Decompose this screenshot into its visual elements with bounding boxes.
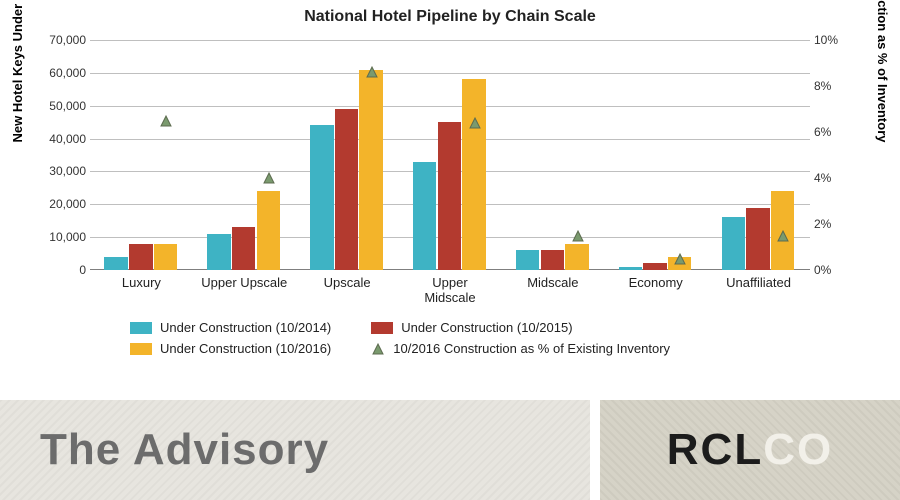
- gridline: [90, 106, 810, 107]
- legend-item-2016: Under Construction (10/2016): [130, 341, 331, 356]
- y-right-tick: 2%: [814, 217, 894, 231]
- x-category-label: Luxury: [90, 276, 192, 291]
- pct-marker-icon: [674, 253, 686, 265]
- legend-item-pct: 10/2016 Construction as % of Existing In…: [371, 341, 670, 356]
- legend-swatch-2014: [130, 322, 152, 334]
- bar: [335, 109, 358, 270]
- y-left-tick: 50,000: [6, 99, 86, 113]
- legend-item-2014: Under Construction (10/2014): [130, 320, 331, 335]
- footer-title: The Advisory: [40, 425, 329, 475]
- legend-swatch-2015: [371, 322, 393, 334]
- x-category-label: Unaffiliated: [708, 276, 810, 291]
- bar: [154, 244, 177, 270]
- gridline: [90, 73, 810, 74]
- plot-region: [90, 40, 810, 270]
- footer-right-panel: RCLCO: [600, 400, 900, 500]
- legend: Under Construction (10/2014) Under Const…: [130, 320, 830, 362]
- bar: [207, 234, 230, 270]
- y-right-tick: 4%: [814, 171, 894, 185]
- bar: [104, 257, 127, 270]
- bar: [619, 267, 642, 270]
- x-category-label: Midscale: [502, 276, 604, 291]
- legend-label-2016: Under Construction (10/2016): [160, 341, 331, 356]
- y-left-tick: 20,000: [6, 197, 86, 211]
- pct-marker-icon: [777, 230, 789, 242]
- y-right-axis-label: Construction as % of Inventory: [875, 0, 890, 143]
- bar: [438, 122, 461, 270]
- pct-marker-icon: [263, 172, 275, 184]
- rclco-logo: RCLCO: [667, 425, 833, 475]
- footer-left-panel: The Advisory: [0, 400, 590, 500]
- figure-root: National Hotel Pipeline by Chain Scale N…: [0, 0, 900, 500]
- bar: [643, 263, 666, 270]
- y-right-tick: 8%: [814, 79, 894, 93]
- x-category-label: Upper Upscale: [193, 276, 295, 291]
- y-left-tick: 70,000: [6, 33, 86, 47]
- x-category-label: Economy: [605, 276, 707, 291]
- bar: [257, 191, 280, 270]
- legend-item-2015: Under Construction (10/2015): [371, 320, 572, 335]
- pct-marker-icon: [160, 115, 172, 127]
- legend-triangle-icon: [371, 343, 385, 355]
- y-right-tick: 10%: [814, 33, 894, 47]
- y-left-tick: 30,000: [6, 164, 86, 178]
- chart-area: National Hotel Pipeline by Chain Scale N…: [0, 0, 900, 400]
- y-right-tick: 0%: [814, 263, 894, 277]
- gridline: [90, 40, 810, 41]
- y-left-tick: 0: [6, 263, 86, 277]
- chart-title: National Hotel Pipeline by Chain Scale: [0, 8, 900, 26]
- logo-light-part: CO: [763, 425, 833, 474]
- bar: [722, 217, 745, 270]
- bar: [541, 250, 564, 270]
- logo-dark-part: RCL: [667, 425, 763, 474]
- bar: [359, 70, 382, 270]
- bar: [413, 162, 436, 270]
- x-category-label: Upscale: [296, 276, 398, 291]
- y-left-tick: 40,000: [6, 132, 86, 146]
- footer-gap: [590, 400, 600, 500]
- bar: [746, 208, 769, 270]
- bar: [462, 79, 485, 270]
- x-category-label: UpperMidscale: [399, 276, 501, 306]
- footer-banner: The Advisory RCLCO: [0, 400, 900, 500]
- legend-swatch-2016: [130, 343, 152, 355]
- bar: [310, 125, 333, 270]
- pct-marker-icon: [572, 230, 584, 242]
- bar: [516, 250, 539, 270]
- bar: [129, 244, 152, 270]
- legend-label-2014: Under Construction (10/2014): [160, 320, 331, 335]
- pct-marker-icon: [469, 117, 481, 129]
- y-right-tick: 6%: [814, 125, 894, 139]
- legend-label-pct: 10/2016 Construction as % of Existing In…: [393, 341, 670, 356]
- pct-marker-icon: [366, 66, 378, 78]
- y-left-tick: 10,000: [6, 230, 86, 244]
- bar: [565, 244, 588, 270]
- bar: [232, 227, 255, 270]
- legend-label-2015: Under Construction (10/2015): [401, 320, 572, 335]
- y-left-tick: 60,000: [6, 66, 86, 80]
